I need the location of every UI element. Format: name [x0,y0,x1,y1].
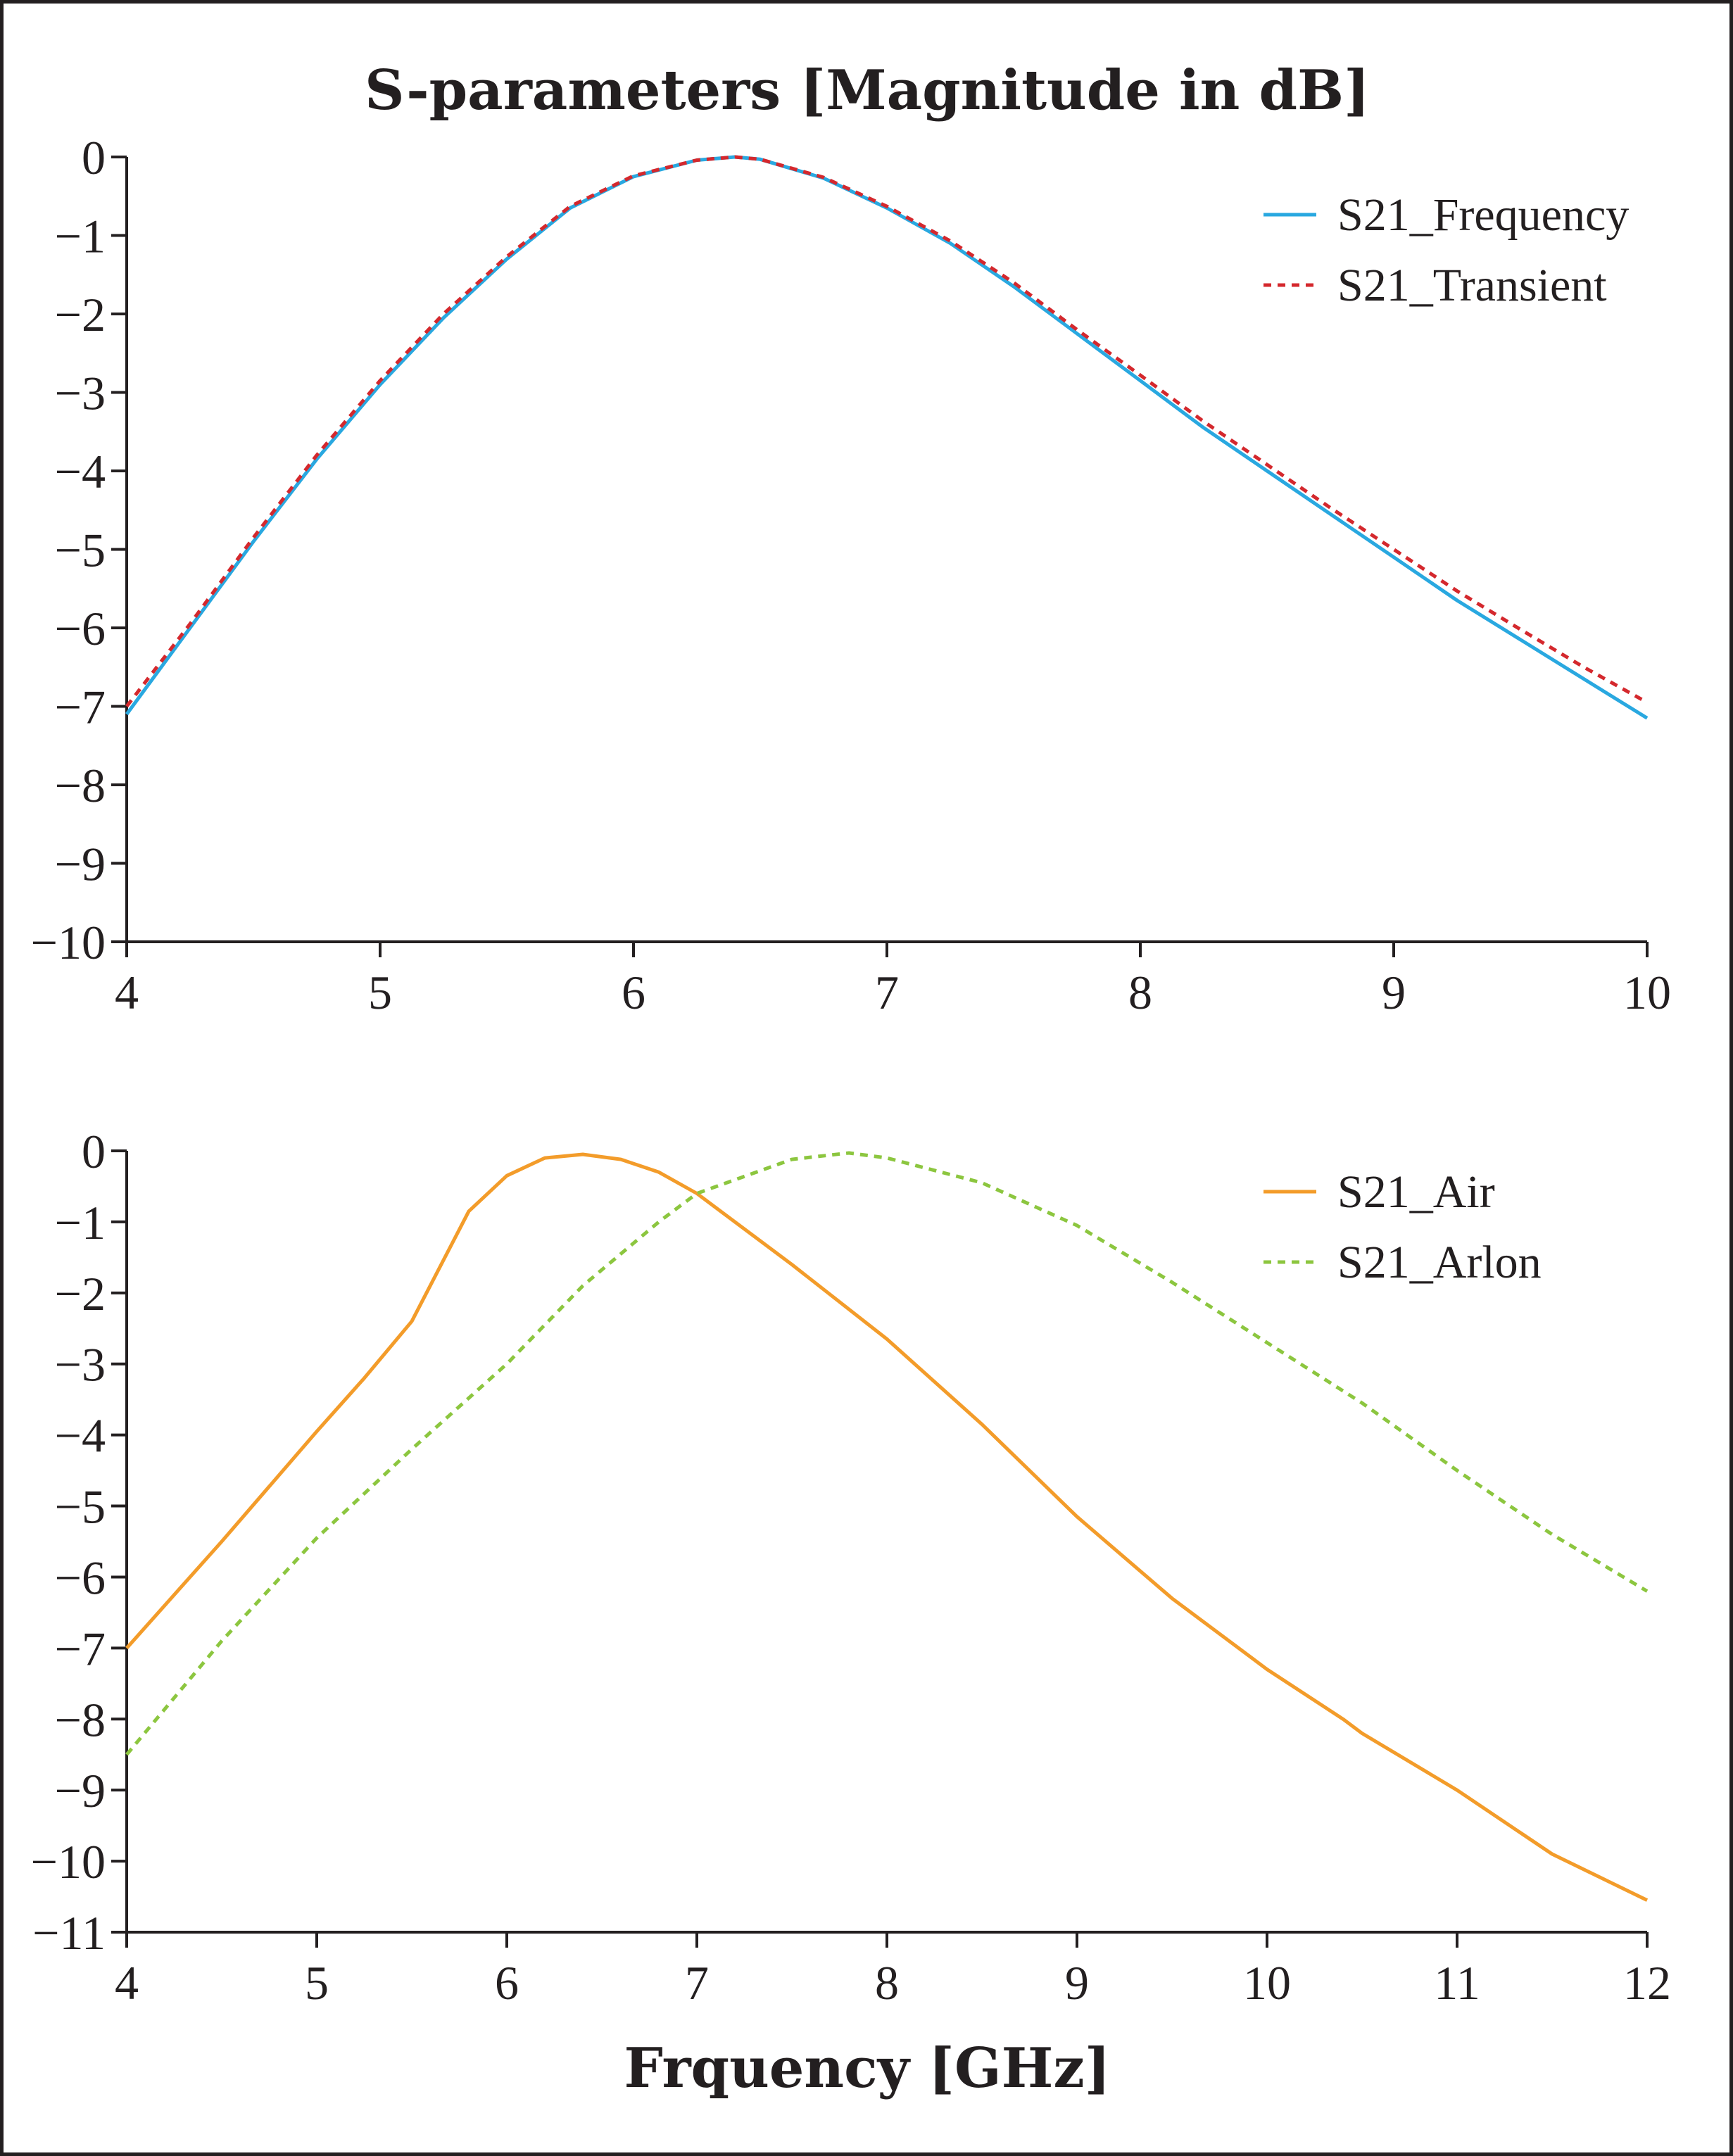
y-tick-label: −2 [55,1267,106,1320]
y-tick-label: −11 [32,1906,106,1960]
x-tick-label: 9 [1065,1956,1089,2010]
plot-2: 4 5 6 7 8 9 10 11 12 0 −1 −2 −3 −4 −5 −6 −7 −8 −9 −10 −11 S21… [31,1125,1671,2010]
series-line-s21-transient [125,155,1649,708]
legend-entry: S21_Arlon [1337,1237,1542,1288]
series-line-s21-air [125,1152,1649,1902]
chart-canvas: S-parameters [Magnitude in dB] 4 5 6 7 8 9 10 0… [31,58,1671,2100]
x-tick-label: 11 [1434,1956,1480,2010]
y-tick-label: −6 [55,602,106,655]
y-tick-label: −7 [55,681,106,734]
y-tick-label: −5 [55,1480,106,1534]
x-tick-label: 10 [1623,966,1671,1019]
y-tick-label: 0 [82,131,106,184]
y-tick-label: −9 [55,838,106,891]
y-tick-label: −5 [55,524,106,577]
plots-group: 4 5 6 7 8 9 100−1−2−3−4−5−6−7−8−9−10S21_Freque… [31,131,1671,2010]
x-tick-label: 10 [1243,1956,1291,2010]
x-axis-label: Frquency [GHz] [624,2036,1110,2100]
y-tick-label: −3 [55,367,106,420]
x-tick-label: 6 [495,1956,519,2010]
y-tick-label: −2 [55,288,106,341]
y-tick-label: −10 [31,916,106,969]
y-tick-label: −7 [55,1622,106,1675]
x-tick-label: 8 [875,1956,899,2010]
x-tick-label: 8 [1128,966,1152,1019]
y-tick-label: −10 [31,1835,106,1889]
x-tick-label: 12 [1623,1956,1671,2010]
x-tick-label: 7 [875,966,899,1019]
chart-title: S-parameters [Magnitude in dB] [365,58,1370,122]
legend-entry: S21_Frequency [1337,189,1629,241]
y-tick-label: −8 [55,759,106,812]
y-tick-label: −6 [55,1551,106,1604]
legend-entry: S21_Transient [1337,260,1607,311]
y-tick-label: −3 [55,1338,106,1392]
x-tick-label: 4 [115,966,139,1019]
y-tick-label: −4 [55,445,106,498]
y-tick-label: 0 [82,1125,106,1178]
series-line-s21-arlon [125,1151,1649,1756]
series-line-s21-frequency [125,155,1649,720]
y-tick-label: −4 [55,1409,106,1463]
legend-entry: S21_Air [1337,1166,1495,1218]
x-tick-label: 5 [368,966,392,1019]
plot-1: 4 5 6 7 8 9 10 0 −1 −2 −3 −4 −5 −6 −7 −8 −9 −10 S21_Freque… [31,131,1671,1019]
y-tick-label: −1 [55,210,106,263]
x-tick-label: 7 [685,1956,709,2010]
x-tick-label: 5 [305,1956,329,2010]
x-tick-label: 4 [115,1956,139,2010]
x-tick-label: 6 [622,966,645,1019]
y-tick-label: −1 [55,1196,106,1249]
y-tick-label: −8 [55,1693,106,1746]
y-tick-label: −9 [55,1764,106,1817]
x-tick-label: 9 [1382,966,1406,1019]
